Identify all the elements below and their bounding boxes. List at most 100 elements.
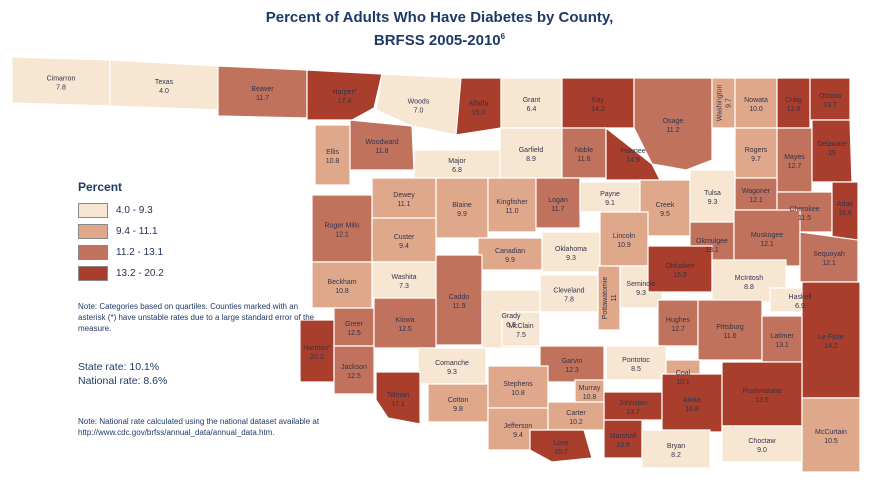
county-kingfisher (487, 177, 537, 233)
legend-label: 13.2 - 20.2 (116, 267, 164, 279)
county-name: Roger Mills (324, 223, 360, 230)
county-name: Caddo (449, 294, 470, 301)
county-name: Beckham (327, 279, 356, 286)
county-rate: 10.8 (326, 158, 340, 165)
county-rate: 10.1 (676, 379, 690, 386)
county-rate: 12.5 (347, 373, 361, 380)
county-rate: 10.8 (511, 390, 525, 397)
county-rate: 7.8 (56, 85, 66, 92)
county-name: Ottawa (819, 93, 841, 100)
county-name: Rogers (745, 147, 768, 154)
county-love (529, 429, 593, 463)
county-rate: 11.8 (375, 148, 388, 155)
county-rate: 13.7 (626, 409, 640, 416)
county-name: Garfield (519, 147, 544, 154)
county-harper (306, 69, 383, 121)
county-rate: 9.4 (399, 243, 409, 250)
county-name: Adair (837, 201, 854, 208)
label-layer: Cimarron 7.8 Texas 4.0 Beaver 11.7 Harper* 17.4… (47, 76, 854, 460)
county-rate: 16.6 (838, 210, 852, 217)
state-rate: State rate: 10.1% (78, 361, 160, 373)
county-rate: 15.7 (554, 449, 568, 456)
legend-label: 11.2 - 13.1 (116, 246, 164, 258)
county-name: Creek (656, 202, 675, 209)
county-rate: 13.9 (616, 442, 630, 449)
title-line-2-text: BRFSS 2005-2010 (373, 32, 501, 49)
county-name: Pontotoc (622, 357, 650, 364)
county-rate: 8.9 (526, 156, 536, 163)
county-name: Grant (523, 97, 541, 104)
legend-label: 4.0 - 9.3 (116, 204, 153, 216)
county-rate: 12.5 (398, 326, 412, 333)
rates-block: State rate: 10.1% National rate: 8.6% (78, 360, 167, 388)
county-rate: 11.9 (452, 303, 465, 310)
county-rate: 7.3 (399, 283, 409, 290)
county-name: Pushmataha (742, 388, 781, 395)
county-rate: 17.4 (338, 98, 352, 105)
county-name: Murray (579, 385, 601, 392)
title-line-2: BRFSS 2005-20106 (0, 27, 879, 50)
county-rate: 12.7 (788, 163, 802, 170)
county-name: Hughes (666, 317, 691, 324)
county-rate: 14.2 (591, 106, 605, 113)
county-rate: 11.6 (577, 156, 590, 163)
county-rate: 14.9 (626, 157, 640, 164)
county-rate: 9.7 (726, 98, 733, 108)
county-ellis (314, 124, 351, 186)
county-name: Choctaw (748, 438, 776, 445)
county-rate: 11.7 (256, 95, 269, 102)
county-rate: 12.5 (347, 330, 361, 337)
county-choctaw (721, 425, 803, 463)
county-rate: 16.8 (685, 406, 699, 413)
county-name: Blaine (452, 202, 472, 209)
county-rate: 10.5 (824, 438, 838, 445)
county-rate: 8.2 (671, 452, 681, 459)
county-rate: 6.9 (795, 303, 805, 310)
county-name: Jefferson (504, 423, 533, 430)
county-layer (11, 56, 861, 473)
county-name: Osage (663, 118, 684, 125)
county-rate: 9.9 (505, 257, 515, 264)
county-rate: 9.3 (636, 290, 646, 297)
county-name: McIntosh (735, 275, 764, 282)
legend-item: 9.4 - 11.1 (78, 222, 318, 240)
county-name: Oklahoma (555, 246, 587, 253)
county-rate: 7.0 (414, 108, 424, 115)
county-name: Garvin (562, 358, 583, 365)
county-name: Cleveland (553, 288, 584, 295)
legend-swatch (78, 244, 108, 260)
county-name: Woods (408, 99, 430, 106)
county-name: Tulsa (704, 190, 721, 197)
county-name: Cotton (448, 397, 469, 404)
county-rate: 13.7 (823, 102, 837, 109)
county-rate: 11.7 (551, 206, 564, 213)
county-label: Washington 9.7 (717, 85, 733, 122)
county-name: Marshall (610, 433, 637, 440)
county-name: Custer (394, 234, 415, 241)
county-rate: 9.0 (757, 447, 767, 454)
legend-item: 11.2 - 13.1 (78, 243, 318, 261)
county-name: Tillman (387, 392, 409, 399)
county-name: Okmulgee (696, 238, 728, 245)
county-rate: 11.2 (666, 127, 679, 134)
county-rate: 9.8 (453, 406, 463, 413)
county-name: Jackson (341, 364, 367, 371)
county-name: Okfuskee (665, 263, 695, 270)
county-rate: 9.3 (447, 369, 457, 376)
county-rate: 11.6 (723, 333, 736, 340)
county-name: Greer (345, 321, 364, 328)
county-name: Muskogee (751, 232, 783, 239)
county-name: Washita (391, 274, 416, 281)
legend-title: Percent (78, 180, 123, 194)
county-name: Cimarron (47, 76, 76, 83)
county-name: Atoka (683, 397, 701, 404)
county-name: Coal (676, 370, 691, 377)
county-rate: 12.1 (335, 232, 349, 239)
county-name: Carter (566, 410, 586, 417)
county-name: Woodward (365, 139, 398, 146)
county-name: Nowata (744, 97, 768, 104)
county-name: Johnston (619, 400, 648, 407)
legend-item: 13.2 - 20.2 (78, 264, 318, 282)
county-rate: 9.5 (660, 211, 670, 218)
county-rate: 6.3 (506, 322, 516, 329)
